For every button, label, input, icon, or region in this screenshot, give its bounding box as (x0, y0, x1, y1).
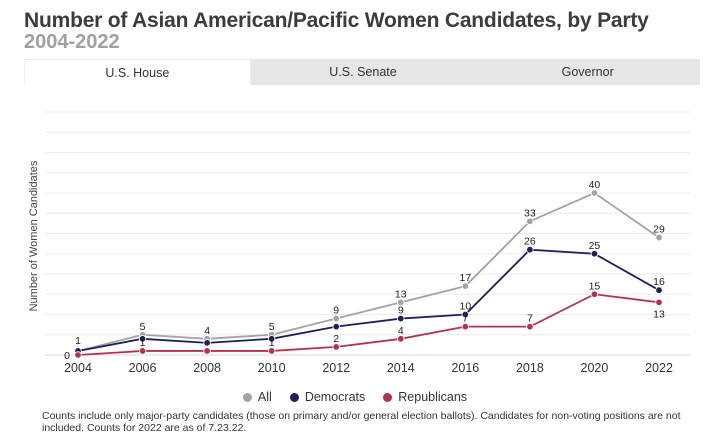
data-label: 4 (398, 325, 404, 337)
data-label: 1 (140, 337, 146, 349)
legend-item-republicans[interactable]: Republicans (383, 390, 467, 404)
data-point (332, 343, 340, 351)
data-point (138, 335, 147, 343)
data-label: 5 (269, 321, 275, 333)
data-label: 29 (653, 224, 665, 236)
chart-title: Number of Asian American/Pacific Women C… (24, 9, 649, 32)
data-label: 5 (140, 321, 146, 333)
data-label: 0 (64, 350, 70, 362)
data-label: 26 (524, 236, 536, 248)
data-point (590, 189, 599, 197)
series-line-democrats (77, 248, 660, 352)
x-tick-label: 2016 (451, 361, 479, 375)
data-label: 15 (589, 280, 601, 292)
data-point (461, 282, 470, 290)
tab-us-house[interactable]: U.S. House (24, 59, 251, 85)
x-tick-label: 2020 (581, 361, 609, 375)
data-point (138, 347, 147, 355)
data-point (267, 347, 276, 355)
data-label: 17 (459, 272, 471, 284)
data-point (655, 233, 663, 242)
data-label: 25 (589, 240, 601, 252)
data-point (203, 339, 211, 347)
data-point (526, 322, 534, 331)
footnote: Counts include only major-party candidat… (42, 410, 681, 434)
tab-governor[interactable]: Governor (561, 65, 614, 79)
data-point (461, 322, 470, 331)
x-tick-label: 2008 (193, 361, 221, 375)
data-point (397, 298, 405, 307)
data-point (203, 347, 211, 355)
data-label: 1 (269, 337, 275, 349)
data-point (397, 314, 405, 323)
legend-dot-icon (289, 392, 299, 402)
legend: All Democrats Republicans (0, 390, 710, 404)
data-point (526, 245, 534, 254)
x-tick-label: 2004 (64, 361, 92, 375)
data-point (461, 310, 470, 319)
data-point (590, 250, 599, 258)
data-point (655, 298, 663, 307)
data-label: 13 (653, 308, 665, 320)
data-label: 16 (653, 276, 665, 288)
data-label: 4 (204, 325, 210, 337)
data-point (332, 314, 340, 323)
data-label: 7 (462, 313, 468, 325)
data-point (267, 335, 276, 343)
data-label: 13 (395, 288, 407, 300)
tab-us-senate[interactable]: U.S. Senate (329, 65, 397, 79)
x-tick-label: 2022 (645, 361, 673, 375)
legend-dot-icon (383, 392, 393, 402)
data-point (526, 217, 534, 226)
data-label: 33 (524, 207, 536, 219)
tab-bar: U.S. House U.S. Senate Governor (24, 59, 700, 85)
data-point (332, 322, 340, 331)
x-tick-label: 2012 (322, 361, 350, 375)
chart-subtitle: 2004-2022 (24, 31, 120, 53)
data-point (74, 351, 82, 359)
legend-item-democrats[interactable]: Democrats (289, 390, 365, 404)
data-label: 1 (75, 335, 81, 347)
data-label: 9 (333, 305, 339, 317)
data-point (397, 335, 405, 343)
data-label: 40 (589, 179, 601, 191)
data-label: 10 (459, 301, 471, 313)
line-chart: Number of Women Candidates 2004 2006 2008 2… (28, 111, 690, 375)
series-line-republicans (77, 293, 660, 356)
data-point (590, 290, 599, 298)
data-point (655, 286, 663, 294)
series-line-all (77, 191, 660, 352)
x-tick-label: 2018 (516, 361, 544, 375)
x-tick-label: 2006 (129, 361, 157, 375)
legend-dot-icon (242, 392, 252, 402)
data-label: 2 (333, 333, 339, 345)
legend-item-all[interactable]: All (242, 390, 272, 404)
x-tick-label: 2010 (258, 361, 286, 375)
x-tick-label: 2014 (387, 361, 415, 375)
data-label: 7 (527, 313, 533, 325)
y-axis-label: Number of Women Candidates (28, 160, 40, 311)
data-label: 9 (398, 305, 404, 317)
